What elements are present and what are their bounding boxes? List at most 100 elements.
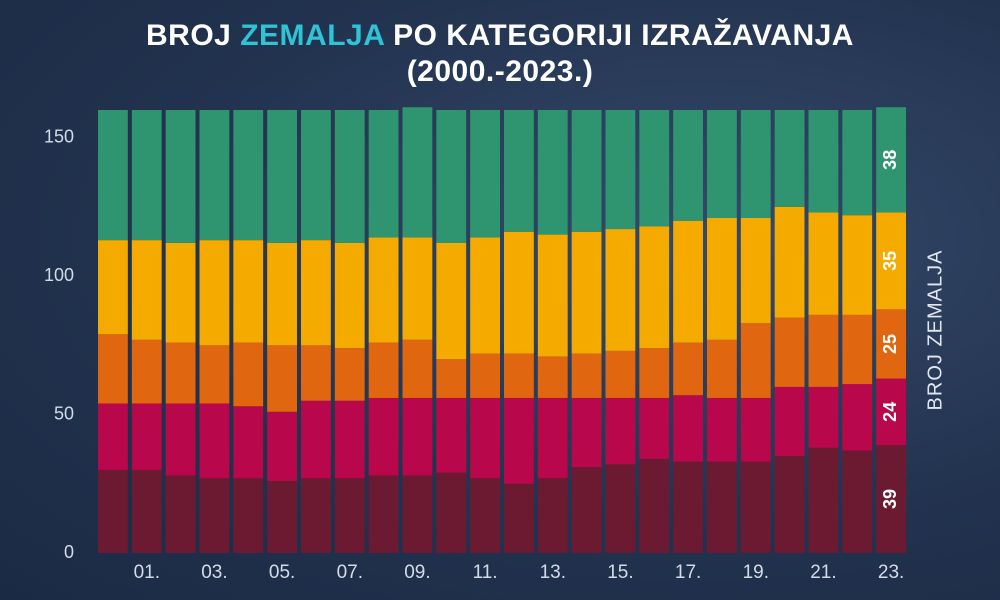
bar-segment [876, 309, 906, 379]
bar-segment [267, 110, 297, 243]
bar-segment [470, 110, 500, 238]
bar-segment [436, 110, 467, 243]
bar-segment [98, 403, 128, 470]
bar-segment [233, 478, 264, 553]
y-tick-label: 150 [44, 126, 74, 146]
title-part1: BROJ [146, 19, 241, 52]
bar-segment [368, 110, 399, 238]
bar-segment [301, 240, 331, 346]
bar-segment [131, 403, 162, 470]
bar-segment [470, 237, 500, 354]
bar-segment [673, 342, 703, 396]
bar-segment [334, 478, 365, 553]
bar-segment [707, 217, 737, 340]
bar-segment [605, 464, 636, 553]
bar-segment [165, 403, 196, 476]
bar-segment [876, 212, 906, 310]
bar-segment [639, 458, 670, 553]
data-label: 38 [880, 150, 900, 170]
bar-segment [165, 342, 196, 404]
bar-segment [504, 353, 534, 398]
bar-segment [98, 110, 128, 241]
bar-segment [571, 467, 602, 553]
bar-segment [673, 220, 703, 343]
bar-segment [368, 237, 399, 343]
title-line2: (2000.-2023.) [406, 55, 594, 88]
bar-segment [368, 397, 399, 476]
bar-segment [605, 110, 636, 230]
title-part2: PO KATEGORIJI IZRAŽAVANJA [384, 19, 854, 52]
bar-segment [470, 397, 500, 479]
bar-segment [267, 481, 297, 553]
bar-segment [470, 353, 500, 398]
bar-segment [537, 397, 568, 479]
bar-segment [537, 110, 568, 235]
bar-segment [740, 110, 771, 218]
bar-segment [504, 110, 534, 232]
bar-segment [470, 478, 500, 553]
bar-segment [131, 240, 162, 340]
bar-segment [876, 445, 906, 553]
bar-segment [605, 397, 636, 465]
bar-segment [334, 400, 365, 479]
bar-segment [740, 461, 771, 553]
bar-segment [199, 403, 230, 479]
bar-segment [571, 397, 602, 468]
bar-segment [774, 317, 805, 387]
bar-segment [131, 469, 162, 553]
x-tick-label: 05. [269, 562, 295, 583]
bar-segment [267, 411, 297, 482]
x-tick-label: 09. [404, 562, 430, 583]
x-axis-ticks: 01. 03. 05. 07. 09. 11. 13. 15. 17. 19. 21. 23. [134, 562, 905, 583]
x-tick-label: 23. [878, 562, 904, 583]
bar-segment [301, 110, 331, 241]
bar-segment [707, 397, 737, 462]
bar-segment [842, 110, 873, 216]
bar-segment [774, 110, 805, 207]
bars-group [98, 107, 906, 553]
bar-segment [165, 475, 196, 553]
bar-segment [808, 110, 839, 213]
bar-segment [876, 378, 906, 446]
data-label: 24 [880, 402, 900, 422]
bar-segment [842, 384, 873, 451]
bar-segment [639, 110, 670, 227]
bar-segment [673, 461, 703, 553]
bar-segment [98, 240, 128, 335]
bar-segment [436, 472, 467, 553]
bar-segment [368, 342, 399, 398]
bar-segment [334, 110, 365, 243]
bar-segment [537, 356, 568, 398]
bar-segment [267, 242, 297, 346]
x-tick-label: 15. [607, 562, 633, 583]
bar-segment [301, 478, 331, 553]
bar-segment [199, 345, 230, 404]
bar-segment [131, 339, 162, 404]
bar-segment [639, 226, 670, 349]
bar-segment [774, 386, 805, 457]
bar-segment [740, 217, 771, 324]
bar-segment [740, 397, 771, 462]
bar-segment [808, 212, 839, 315]
bar-segment [368, 475, 399, 553]
bar-segment [842, 215, 873, 315]
data-label: 35 [880, 251, 900, 271]
bar-segment [842, 314, 873, 385]
bar-segment [639, 348, 670, 398]
bar-segment [740, 323, 771, 398]
bar-segment [605, 229, 636, 351]
y-tick-label: 50 [54, 403, 74, 423]
bar-segment [402, 237, 433, 340]
bar-segment [504, 231, 534, 354]
bar-segment [436, 359, 467, 398]
bar-segment [267, 345, 297, 412]
bar-segment [876, 107, 906, 213]
bar-segment [707, 461, 737, 553]
bar-segment [199, 240, 230, 346]
bar-segment [537, 234, 568, 357]
x-tick-label: 03. [201, 562, 227, 583]
y-axis-label: BROJ ZEMALJA [924, 250, 946, 411]
bar-segment [673, 110, 703, 221]
bar-segment [301, 345, 331, 401]
bar-segment [774, 456, 805, 553]
